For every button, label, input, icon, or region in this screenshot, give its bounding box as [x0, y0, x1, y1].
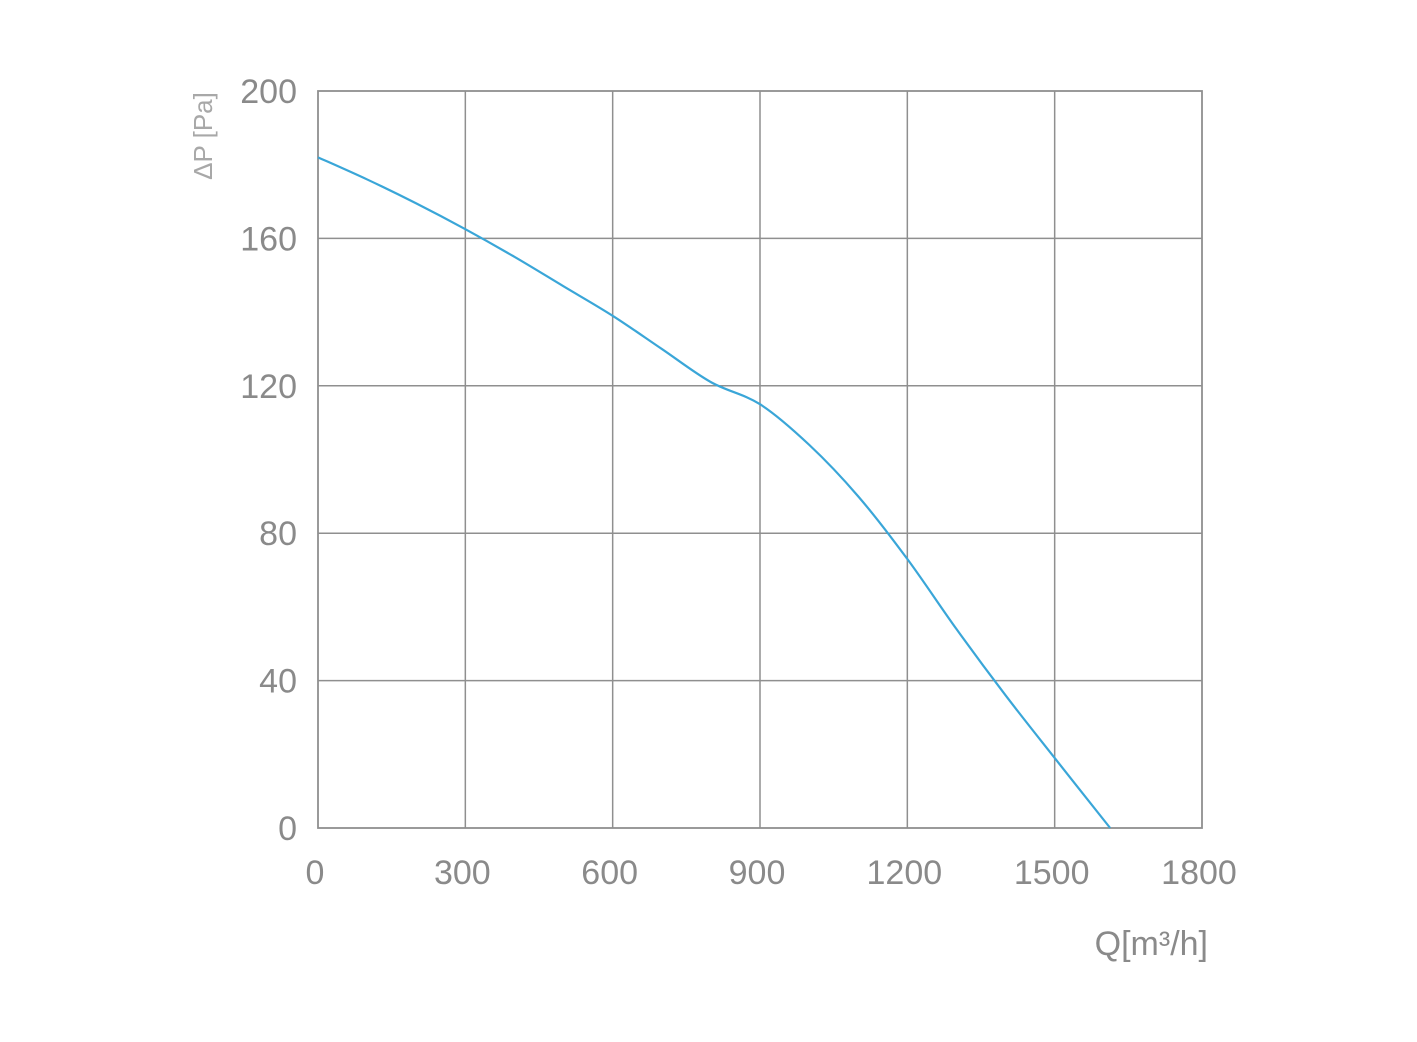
y-tick-label-2: 80: [259, 515, 297, 553]
x-tick-label-2: 600: [581, 854, 638, 892]
x-tick-label-3: 900: [729, 854, 786, 892]
plot-frame: [317, 90, 1203, 829]
x-tick-label-1: 300: [434, 854, 491, 892]
y-tick-label-5: 200: [240, 73, 297, 111]
series: [317, 156, 1112, 829]
y-axis-ticks: 0 40 80 120 160 200: [240, 73, 297, 848]
y-tick-label-1: 40: [259, 663, 297, 701]
x-axis-ticks: 0 300 600 900 1200 1500 1800: [306, 854, 1237, 892]
x-axis-label: Q[m³/h]: [1095, 925, 1208, 963]
y-tick-label-3: 120: [240, 368, 297, 406]
y-tick-label-4: 160: [240, 220, 297, 258]
x-tick-label-0: 0: [306, 854, 325, 892]
y-tick-label-0: 0: [278, 810, 297, 848]
x-tick-label-5: 1500: [1014, 854, 1090, 892]
grid: [318, 91, 1202, 828]
x-tick-label-6: 1800: [1161, 854, 1237, 892]
x-tick-label-4: 1200: [867, 854, 943, 892]
y-axis-label: ΔP [Pa]: [188, 92, 218, 180]
series-line-0: [317, 156, 1112, 829]
